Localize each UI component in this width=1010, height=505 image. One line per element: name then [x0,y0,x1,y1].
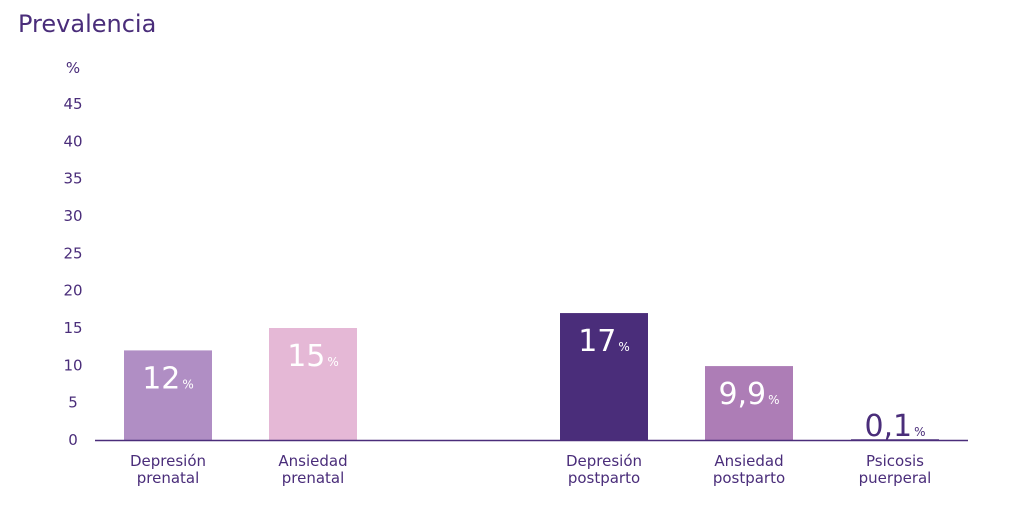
bar-value-label: 17% [578,324,630,359]
chart-title: Prevalencia [18,10,157,38]
bar [851,439,939,440]
y-tick-label: 0 [68,431,78,449]
y-tick-label: 5 [68,394,78,412]
x-category-label: Depresión postparto [566,452,642,487]
y-tick-label: 45 [63,95,82,113]
y-tick-label: 30 [63,207,82,225]
bar-value-label: 9,9% [718,377,779,412]
y-tick-label: 20 [63,282,82,300]
bar [124,350,212,440]
y-tick-label: 15 [63,319,82,337]
x-category-label: Ansiedad postparto [713,452,785,487]
y-tick-label: 35 [63,170,82,188]
x-category-label: Depresión prenatal [130,452,206,487]
x-category-label: Psicosis puerperal [859,452,932,487]
bar-value-label: 15% [287,339,339,374]
x-category-label: Ansiedad prenatal [278,452,347,487]
bar [269,328,357,440]
y-axis-unit-label: % [66,59,80,77]
bar-value-label: 0,1% [864,409,925,444]
y-tick-label: 25 [63,244,82,262]
bar [705,366,793,440]
y-tick-label: 10 [63,356,82,374]
y-tick-label: 40 [63,132,82,150]
bar [560,313,648,440]
bar-value-label: 12% [142,361,194,396]
